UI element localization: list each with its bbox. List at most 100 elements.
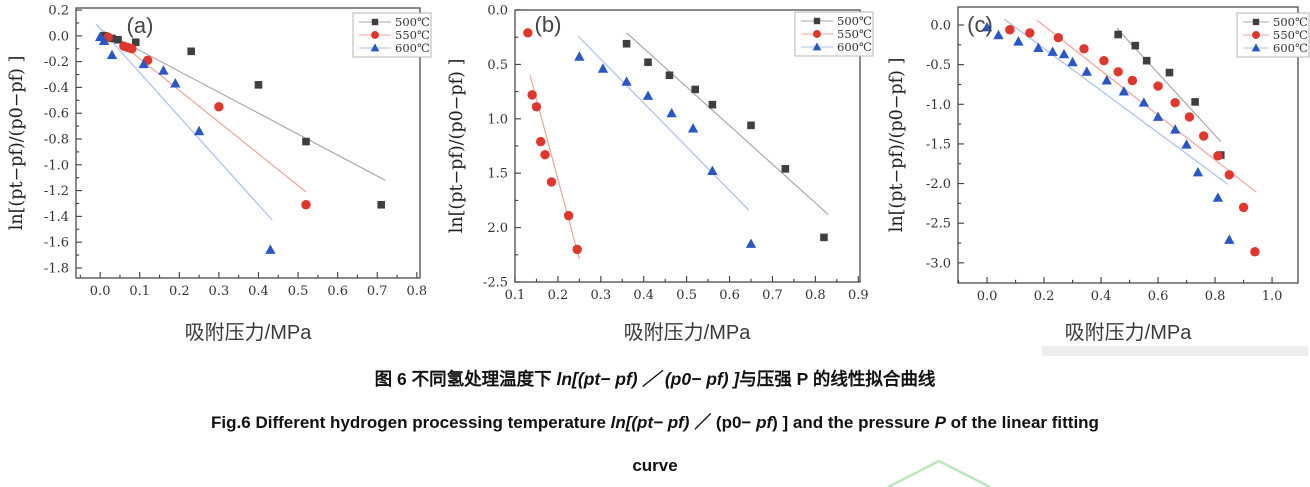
triangle-marker-icon <box>1013 36 1024 46</box>
triangle-marker-icon <box>707 165 718 175</box>
svg-text:-0.2: -0.2 <box>44 55 69 70</box>
circle-marker-icon <box>1127 75 1138 86</box>
circle-marker-icon <box>1099 55 1109 66</box>
svg-text:1.5: 1.5 <box>487 167 508 182</box>
circle-marker-icon <box>540 149 550 160</box>
axes-ticks <box>958 24 1273 283</box>
series-600℃ <box>574 51 757 248</box>
circle-marker-icon <box>1198 131 1209 141</box>
fit-line-500℃ <box>626 32 829 215</box>
square-marker-icon <box>1131 41 1140 50</box>
svg-text:0.0: 0.0 <box>487 4 508 19</box>
caption-segment: ln[(pt− pf) <box>610 413 690 432</box>
svg-text:600℃: 600℃ <box>837 40 872 54</box>
svg-text:550℃: 550℃ <box>837 27 872 41</box>
triangle-marker-icon <box>1224 234 1235 244</box>
square-marker-icon <box>187 47 195 56</box>
series-550℃ <box>523 28 582 255</box>
square-marker-icon <box>371 18 379 26</box>
svg-text:-0.5: -0.5 <box>926 58 951 73</box>
panel-letter-label: (c) <box>967 12 993 37</box>
panel-a-chart: 0.0 0.1 0.2 0.3 0.4 0.5 0.6 0.7 0.8 0.2 0.0 -0.2 -0.… <box>7 4 432 344</box>
triangle-marker-icon <box>265 244 276 254</box>
triangle-marker-icon <box>745 238 757 248</box>
triangle-marker-icon <box>1047 46 1058 56</box>
svg-text:-0.8: -0.8 <box>44 133 69 148</box>
triangle-marker-icon <box>1169 124 1181 134</box>
square-marker-icon <box>813 17 821 25</box>
triangle-marker-icon <box>170 78 181 88</box>
circle-marker-icon <box>1224 170 1235 180</box>
svg-text:-1.5: -1.5 <box>926 137 951 152</box>
triangle-marker-icon <box>1081 66 1092 76</box>
series-550℃ <box>1005 25 1260 257</box>
series-600℃ <box>94 31 276 254</box>
svg-text:0.5: 0.5 <box>288 284 309 299</box>
svg-text:-2.5: -2.5 <box>483 276 508 291</box>
svg-text:550℃: 550℃ <box>395 28 430 42</box>
svg-text:0.5: 0.5 <box>487 58 508 73</box>
panel-letter-label: (b) <box>535 12 562 37</box>
figure-caption: 图 6 不同氢处理温度下 ln[(pt− pf) ／ (p0− pf) ]与压强… <box>0 368 1310 477</box>
square-marker-icon <box>665 71 674 80</box>
svg-text:600℃: 600℃ <box>1273 41 1308 55</box>
figure-row: 0.0 0.1 0.2 0.3 0.4 0.5 0.6 0.7 0.8 0.2 0.0 -0.2 -0.… <box>0 0 1310 360</box>
square-marker-icon <box>691 85 700 94</box>
caption-segment: ／ (p0− <box>689 413 757 432</box>
triangle-marker-icon <box>1067 56 1078 67</box>
watermark-triangle-icon <box>887 459 991 487</box>
fit-line-600℃ <box>577 35 750 211</box>
svg-text:-1.0: -1.0 <box>926 98 951 113</box>
svg-text:-1.0: -1.0 <box>44 158 69 173</box>
svg-text:0.6: 0.6 <box>1148 289 1169 304</box>
y-axis-label: ln[(pt−pf)/(p0−pf) ] <box>447 59 467 234</box>
svg-text:550℃: 550℃ <box>1273 28 1308 42</box>
square-marker-icon <box>781 165 790 173</box>
square-marker-icon <box>1142 56 1151 65</box>
svg-text:-1.2: -1.2 <box>44 184 69 199</box>
circle-marker-icon <box>546 177 557 187</box>
circle-marker-icon <box>1079 44 1089 54</box>
svg-text:0.0: 0.0 <box>930 18 951 33</box>
caption-segment: 与压强 P 的线性拟合曲线 <box>739 369 936 389</box>
svg-text:-2.5: -2.5 <box>926 217 951 232</box>
triangle-marker-icon <box>1138 97 1149 107</box>
svg-text:0.1: 0.1 <box>505 288 526 303</box>
triangle-marker-icon <box>981 21 993 32</box>
svg-text:0.0: 0.0 <box>48 29 69 44</box>
triangle-marker-icon <box>1118 86 1130 96</box>
circle-marker-icon <box>214 102 224 112</box>
svg-text:0.8: 0.8 <box>805 288 826 303</box>
svg-text:0.3: 0.3 <box>209 284 230 299</box>
square-marker-icon <box>1252 18 1260 26</box>
svg-text:0.8: 0.8 <box>1205 289 1226 304</box>
svg-text:600℃: 600℃ <box>395 41 430 55</box>
square-marker-icon <box>644 58 652 67</box>
svg-text:0.5: 0.5 <box>676 288 697 303</box>
triangle-marker-icon <box>193 125 205 136</box>
triangle-marker-icon <box>1152 111 1164 121</box>
svg-text:0.6: 0.6 <box>327 284 348 299</box>
y-axis-label: ln[(pt−pf)/(p0−pf) ] <box>887 58 907 233</box>
panel-a: 0.0 0.1 0.2 0.3 0.4 0.5 0.6 0.7 0.8 0.2 0.0 -0.2 -0.… <box>0 0 440 360</box>
fit-line-500℃ <box>99 28 386 181</box>
triangle-marker-icon <box>138 58 149 69</box>
circle-marker-icon <box>536 136 546 147</box>
fit-line-600℃ <box>1003 18 1229 185</box>
triangle-marker-icon <box>621 76 632 86</box>
svg-text:-1.6: -1.6 <box>44 236 69 251</box>
svg-text:0.2: 0.2 <box>169 284 190 299</box>
svg-text:0.4: 0.4 <box>248 284 269 299</box>
x-axis-label: 吸附压力/MPa <box>185 321 313 344</box>
tick-labels: 0.0 0.1 0.2 0.3 0.4 0.5 0.6 0.7 0.8 0.2 0.0 -0.2 -0.… <box>44 4 427 299</box>
svg-text:0.7: 0.7 <box>762 288 783 303</box>
square-marker-icon <box>1165 68 1174 77</box>
triangle-marker-icon <box>1251 43 1261 52</box>
triangle-marker-icon <box>1192 167 1204 177</box>
triangle-marker-icon <box>1212 192 1224 202</box>
scan-artifact-bar <box>1042 346 1308 356</box>
fit-line-600℃ <box>95 23 273 221</box>
